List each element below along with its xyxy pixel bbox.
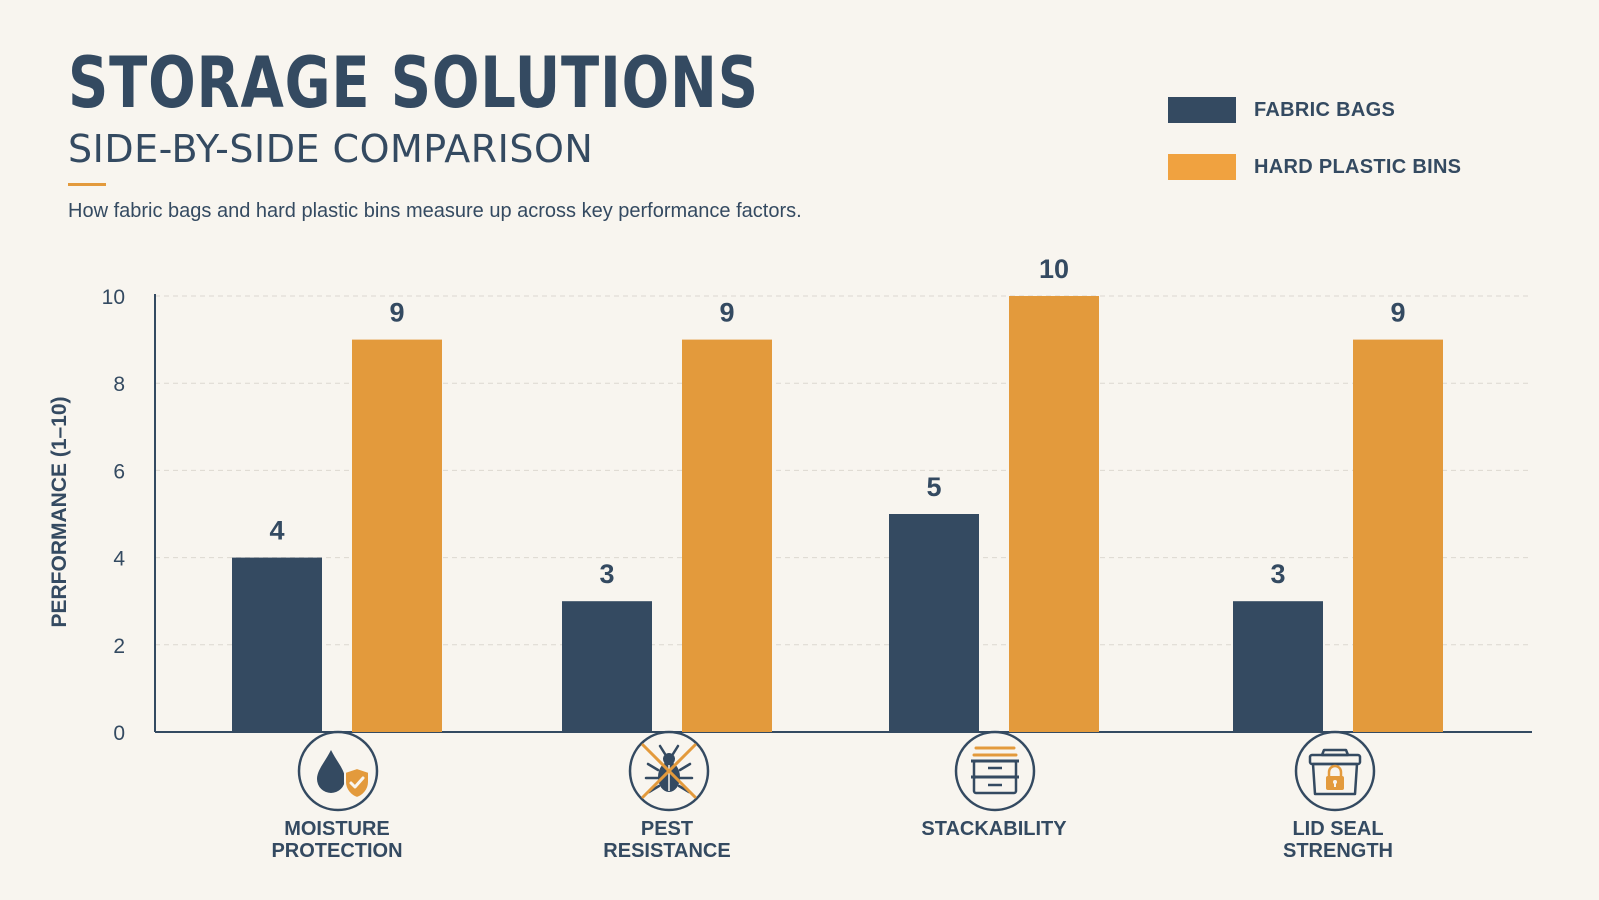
y-tick-label: 2 bbox=[113, 635, 125, 658]
bar-hard-plastic-bins bbox=[352, 339, 442, 732]
legend-swatch-hard-plastic-bins bbox=[1168, 154, 1236, 180]
bar-fabric-bags bbox=[562, 601, 652, 732]
chart-description: How fabric bags and hard plastic bins me… bbox=[68, 200, 802, 222]
category-label-pest-resistance: PEST RESISTANCE bbox=[603, 818, 731, 862]
accent-divider bbox=[68, 183, 106, 186]
bar-value-label: 5 bbox=[926, 472, 941, 502]
bar-value-label: 4 bbox=[269, 516, 284, 546]
y-tick-label: 8 bbox=[113, 373, 125, 396]
water-drop-shield-icon bbox=[297, 730, 379, 812]
category-label-moisture-protection: MOISTURE PROTECTION bbox=[271, 818, 403, 862]
legend-label-fabric-bags: FABRIC BAGS bbox=[1254, 98, 1396, 121]
bar-hard-plastic-bins bbox=[1353, 339, 1443, 732]
bar-value-label: 10 bbox=[1039, 254, 1069, 284]
bar-fabric-bags bbox=[889, 514, 979, 732]
bar-hard-plastic-bins bbox=[1009, 296, 1099, 732]
legend-swatch-fabric-bags bbox=[1168, 97, 1236, 123]
no-bug-icon bbox=[628, 730, 710, 812]
y-tick-label: 6 bbox=[113, 460, 125, 483]
chart-legend: FABRIC BAGS HARD PLASTIC BINS bbox=[1168, 97, 1461, 211]
chart-subtitle: SIDE-BY-SIDE COMPARISON bbox=[68, 127, 594, 171]
bar-value-label: 3 bbox=[1270, 559, 1285, 589]
bar-value-label: 9 bbox=[719, 298, 734, 328]
category-label-lid-seal-strength: LID SEAL STRENGTH bbox=[1283, 818, 1393, 862]
chart-title: STORAGE SOLUTIONS bbox=[68, 42, 759, 124]
category-label-stackability: STACKABILITY bbox=[921, 818, 1067, 840]
y-tick-label: 4 bbox=[113, 548, 125, 571]
legend-item-hard-plastic-bins: HARD PLASTIC BINS bbox=[1168, 154, 1461, 180]
bar-fabric-bags bbox=[232, 557, 322, 732]
y-tick-label: 0 bbox=[113, 722, 125, 745]
bar-value-label: 9 bbox=[1390, 298, 1405, 328]
legend-item-fabric-bags: FABRIC BAGS bbox=[1168, 97, 1461, 123]
bar-hard-plastic-bins bbox=[682, 339, 772, 732]
stacked-bins-icon bbox=[954, 730, 1036, 812]
bar-fabric-bags bbox=[1233, 601, 1323, 732]
y-tick-label: 10 bbox=[102, 286, 125, 309]
bar-value-label: 9 bbox=[389, 298, 404, 328]
bar-value-label: 3 bbox=[599, 559, 614, 589]
locked-bin-icon bbox=[1294, 730, 1376, 812]
legend-label-hard-plastic-bins: HARD PLASTIC BINS bbox=[1254, 155, 1462, 178]
y-axis-title: PERFORMANCE (1–10) bbox=[48, 396, 71, 627]
